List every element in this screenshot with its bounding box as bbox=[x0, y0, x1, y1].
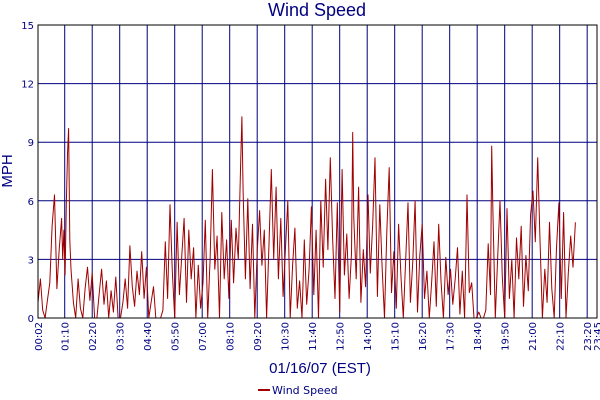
x-tick-label: 14:00 bbox=[363, 322, 374, 351]
x-tick-label: 08:10 bbox=[226, 322, 237, 351]
legend: Wind Speed bbox=[258, 384, 338, 397]
y-tick-label: 15 bbox=[21, 21, 34, 32]
x-tick-label: 16:20 bbox=[418, 322, 429, 351]
legend-label: Wind Speed bbox=[272, 384, 338, 397]
x-tick-label: 21:00 bbox=[528, 322, 539, 351]
y-tick-label: 12 bbox=[21, 80, 34, 91]
x-axis-label: 01/16/07 (EST) bbox=[269, 360, 371, 377]
x-tick-label: 15:10 bbox=[391, 322, 402, 351]
series-layer bbox=[37, 116, 576, 319]
y-tick-label: 6 bbox=[28, 197, 34, 208]
x-tick-label: 10:30 bbox=[281, 322, 292, 351]
x-tick-label: 07:00 bbox=[198, 322, 209, 351]
y-tick-label: 0 bbox=[28, 314, 34, 325]
x-tick-label: 04:40 bbox=[143, 322, 154, 351]
x-tick-label: 22:10 bbox=[556, 322, 567, 351]
x-tick-label: 01:10 bbox=[61, 322, 72, 351]
x-tick-label: 23:20 bbox=[583, 322, 594, 351]
x-tick-label: 02:20 bbox=[88, 322, 99, 351]
x-tick-label: 11:40 bbox=[308, 322, 319, 351]
x-tick-label: 05:50 bbox=[171, 322, 182, 351]
plot-border bbox=[37, 24, 598, 319]
x-tick-label: 17:30 bbox=[446, 322, 457, 351]
y-axis: 0 3 6 9 12 15 bbox=[21, 21, 34, 325]
x-tick-label: 19:50 bbox=[501, 322, 512, 351]
x-tick-label: 12:50 bbox=[336, 322, 347, 351]
x-tick-label: 03:30 bbox=[116, 322, 127, 351]
y-tick-label: 3 bbox=[28, 255, 34, 266]
x-axis: 00:02 01:10 02:20 03:30 04:40 05:50 07:00 08:10… bbox=[34, 322, 600, 351]
series-line-wind-speed bbox=[37, 116, 576, 319]
x-tick-label: 18:40 bbox=[473, 322, 484, 351]
x-tick-label: 09:20 bbox=[253, 322, 264, 351]
y-axis-label: MPH bbox=[0, 154, 16, 187]
y-tick-label: 9 bbox=[28, 138, 34, 149]
x-tick-label: 00:02 bbox=[34, 322, 45, 351]
chart-title: Wind Speed bbox=[268, 0, 366, 20]
x-tick-label: 23:45 bbox=[593, 322, 600, 351]
